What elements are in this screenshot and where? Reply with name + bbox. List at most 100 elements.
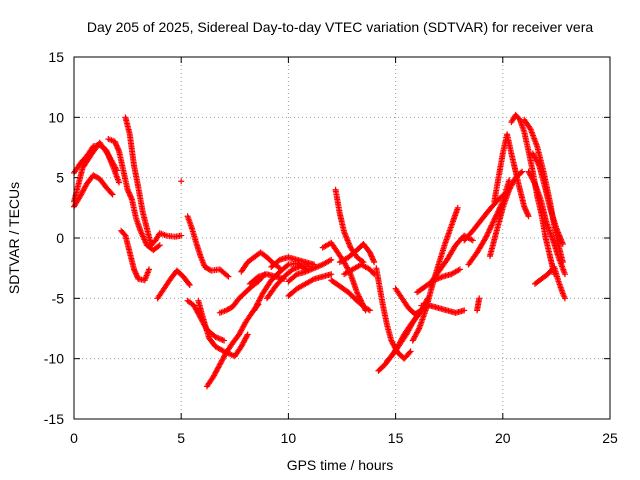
- data-marker: [146, 266, 153, 273]
- x-tick-label: 15: [388, 430, 404, 446]
- data-marker: [132, 269, 139, 276]
- data-marker: [523, 209, 530, 216]
- data-marker: [109, 191, 116, 198]
- data-marker: [483, 232, 490, 239]
- series-arc-08: [178, 178, 185, 185]
- data-marker: [368, 253, 375, 260]
- data-marker: [491, 215, 498, 222]
- y-tick-label: -15: [44, 411, 64, 427]
- data-marker: [275, 264, 282, 271]
- data-marker: [366, 307, 373, 314]
- data-marker: [487, 225, 494, 232]
- data-marker: [488, 222, 495, 229]
- y-tick-label: 5: [56, 170, 64, 186]
- data-marker: [243, 332, 250, 339]
- plot-frame: [73, 56, 611, 420]
- x-tick-label: 25: [602, 430, 618, 446]
- data-points: [71, 111, 568, 390]
- data-marker: [126, 190, 133, 197]
- series-arc-35: [465, 177, 513, 268]
- data-marker: [225, 273, 232, 280]
- data-marker: [354, 290, 361, 297]
- data-marker: [244, 331, 251, 338]
- series-arc-14: [238, 249, 283, 275]
- data-marker: [114, 143, 121, 150]
- data-marker: [521, 205, 528, 212]
- series-arc-19: [285, 256, 335, 285]
- data-marker: [112, 139, 119, 146]
- data-marker: [523, 207, 530, 214]
- series-arc-05: [122, 114, 185, 249]
- data-marker: [559, 241, 566, 248]
- data-marker: [131, 267, 138, 274]
- data-marker: [131, 266, 138, 273]
- data-marker: [328, 256, 335, 263]
- data-marker: [489, 219, 496, 226]
- data-marker: [366, 249, 373, 256]
- data-marker: [535, 161, 542, 168]
- data-marker: [518, 169, 525, 176]
- data-marker: [522, 206, 529, 213]
- tick-labels: 0 5 10 15 20 25 -15 -10 -5 0 5 10 15: [44, 49, 618, 446]
- data-marker: [406, 349, 413, 356]
- data-marker: [370, 257, 377, 264]
- series-arc-26: [373, 265, 414, 362]
- series-arc-16: [246, 271, 288, 287]
- data-marker: [456, 266, 463, 273]
- y-tick-label: -5: [52, 290, 65, 306]
- series-arc-37: [486, 168, 526, 260]
- data-marker: [491, 216, 498, 223]
- data-marker: [113, 167, 120, 174]
- data-marker: [155, 243, 162, 250]
- data-marker: [368, 252, 375, 259]
- series-arc-12: [203, 301, 262, 390]
- data-marker: [125, 189, 132, 196]
- data-marker: [469, 237, 476, 244]
- data-marker: [531, 179, 538, 186]
- data-marker: [127, 193, 134, 200]
- series-arc-20: [285, 271, 335, 299]
- data-marker: [490, 218, 497, 225]
- data-marker: [519, 168, 526, 175]
- data-marker: [284, 262, 291, 269]
- x-tick-label: 10: [281, 430, 297, 446]
- data-marker: [561, 295, 568, 302]
- data-marker: [485, 229, 492, 236]
- data-marker: [506, 177, 513, 184]
- series-arc-42: [529, 150, 566, 248]
- data-marker: [371, 259, 378, 266]
- series-arc-01: [71, 172, 116, 210]
- series-arc-24: [336, 241, 378, 266]
- data-marker: [133, 271, 140, 278]
- data-marker: [124, 186, 131, 193]
- y-tick-label: 0: [56, 230, 64, 246]
- data-marker: [524, 210, 531, 217]
- y-tick-label: -10: [44, 351, 64, 367]
- series-arc-33: [426, 232, 476, 287]
- data-marker: [127, 192, 134, 199]
- data-marker: [369, 256, 376, 263]
- data-marker: [485, 228, 492, 235]
- y-tick-label: 15: [48, 49, 64, 65]
- data-marker: [113, 142, 120, 149]
- series-arc-11: [195, 297, 251, 360]
- series-arc-03: [71, 139, 120, 205]
- series-arc-36: [474, 295, 483, 314]
- series-arc-32: [418, 302, 468, 316]
- data-marker: [482, 235, 489, 241]
- data-marker: [461, 307, 468, 314]
- chart-title: Day 205 of 2025, Sidereal Day-to-day VTE…: [87, 19, 593, 35]
- data-marker: [116, 179, 123, 186]
- data-marker: [483, 233, 490, 240]
- data-marker: [355, 293, 362, 300]
- data-marker: [369, 254, 376, 261]
- data-marker: [114, 145, 121, 152]
- data-marker: [156, 242, 163, 249]
- data-marker: [524, 211, 531, 218]
- data-marker: [495, 208, 502, 215]
- data-marker: [367, 250, 374, 257]
- data-marker: [111, 138, 118, 145]
- data-marker: [476, 295, 483, 302]
- series-arc-04: [105, 136, 163, 254]
